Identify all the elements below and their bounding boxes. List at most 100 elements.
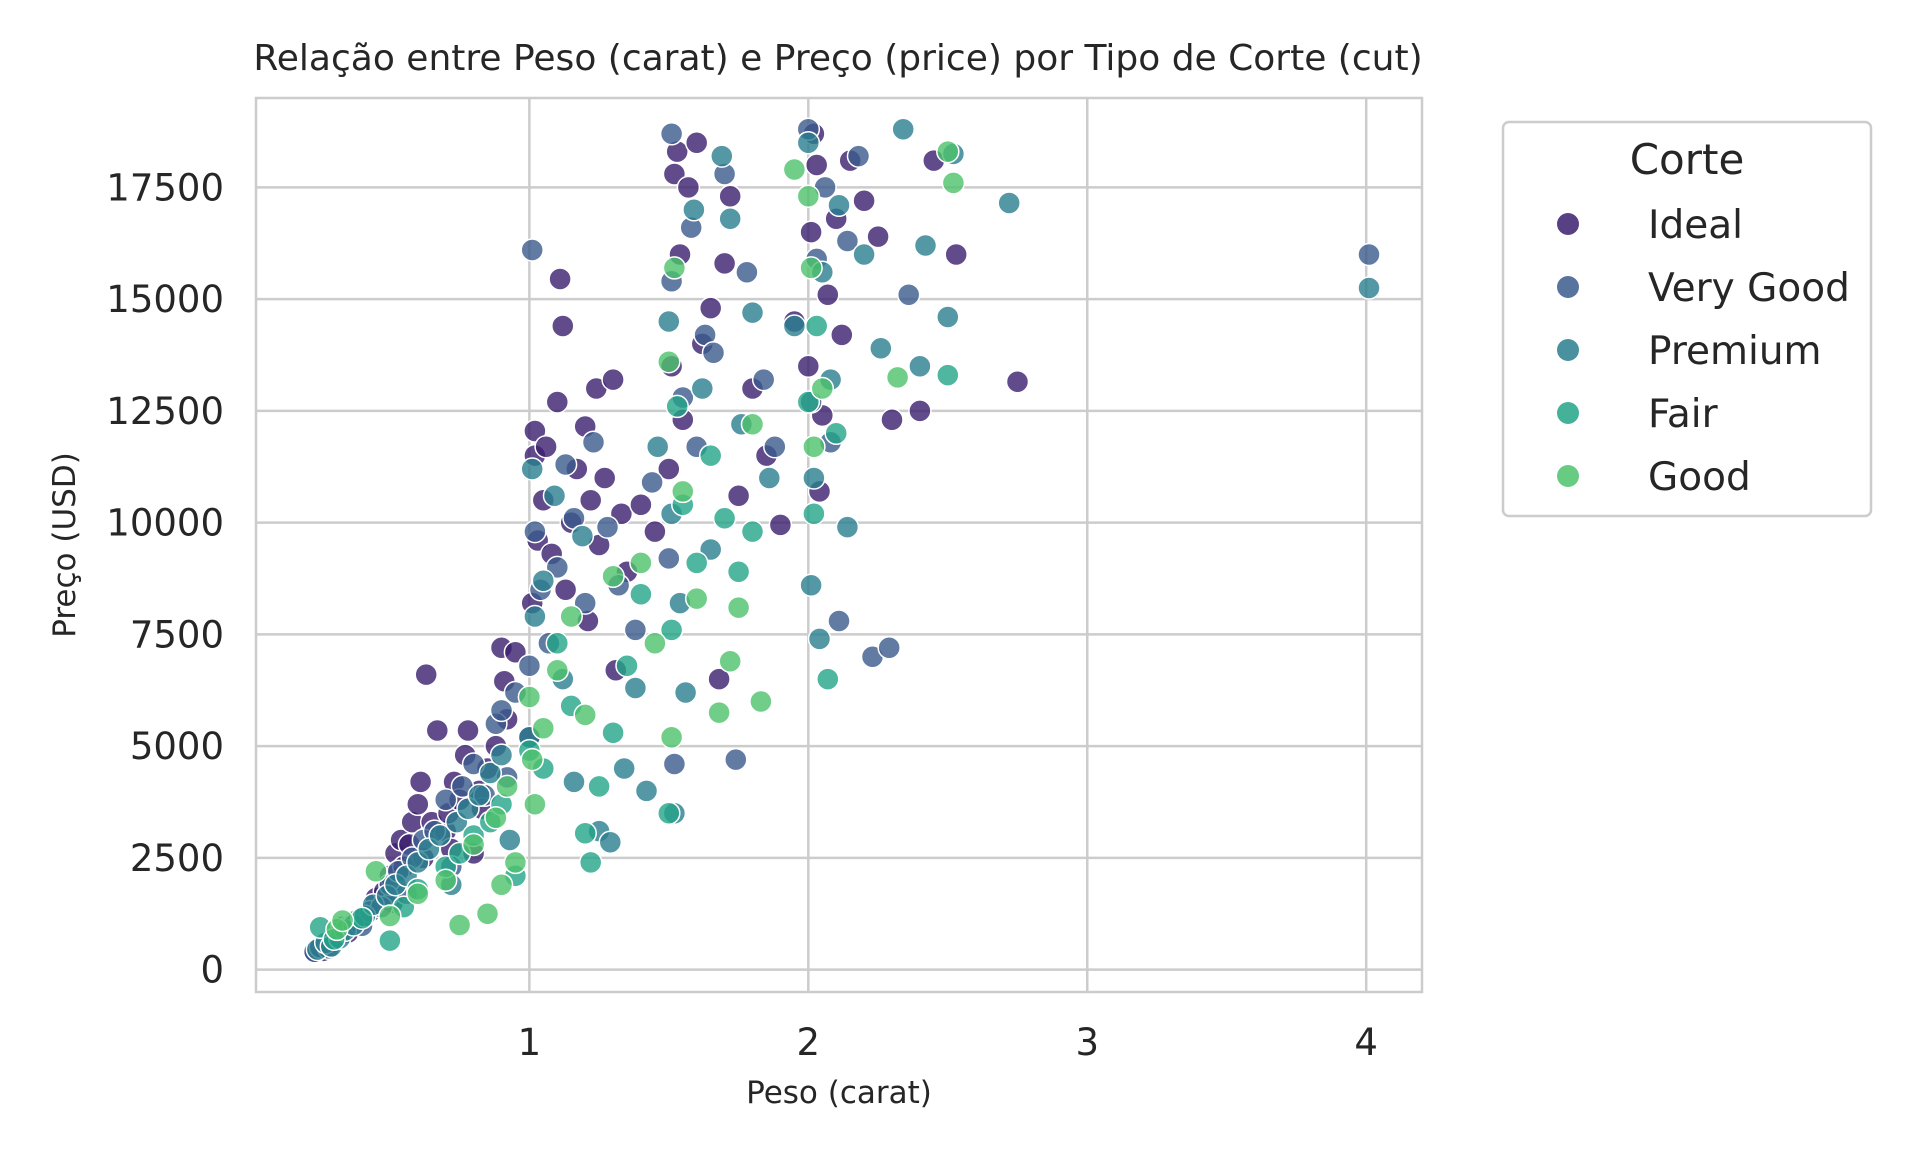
data-point [489,698,514,723]
y-tick-label: 12500 [106,390,224,433]
data-point [433,868,458,893]
data-point [657,546,681,571]
data-point [782,157,807,182]
data-point [1005,370,1030,394]
data-point [749,689,773,714]
data-point [559,604,583,629]
data-point [531,716,556,741]
data-point [908,354,932,378]
legend-marker [1557,213,1579,235]
data-point [846,144,871,168]
data-point [581,430,606,454]
data-point [804,314,829,338]
data-point [718,206,742,231]
data-point [877,636,901,660]
data-point [740,300,765,325]
data-point [799,220,823,244]
legend-marker [1557,402,1579,424]
data-point [461,832,486,857]
data-point [489,743,514,767]
data-point [330,908,355,933]
data-point [684,551,709,575]
data-point [936,139,960,164]
data-point [562,770,586,794]
data-point [712,251,737,276]
data-point [718,184,742,209]
data-point [545,631,570,656]
data-point [634,779,659,803]
data-point [592,466,617,490]
data-point [615,653,639,678]
data-point [740,519,765,544]
data-point [944,242,968,267]
legend-label: Very Good [1648,266,1850,311]
legend-label: Fair [1648,392,1719,437]
data-point [684,586,709,611]
data-point [690,376,715,401]
data-point [645,434,670,459]
data-point [378,904,402,928]
data-point [835,515,860,539]
data-point [802,501,826,526]
data-point [757,466,782,490]
data-point [425,718,450,743]
data-point [553,577,578,602]
data-point [941,171,966,195]
data-point [523,604,547,629]
data-point [520,747,544,772]
data-point [657,349,681,374]
data-point [612,756,636,781]
data-point [796,354,821,378]
x-tick-label: 1 [518,1021,542,1064]
data-point [735,260,759,285]
data-point [545,390,570,414]
data-point [712,506,737,530]
x-tick-label: 3 [1075,1021,1099,1064]
data-point [523,519,547,544]
data-point [718,649,742,673]
data-point [573,821,597,846]
data-point [523,792,547,817]
data-point [852,189,876,213]
data-point [517,653,542,678]
data-point [598,830,623,855]
data-point [595,515,620,539]
legend-marker [1557,465,1579,487]
series-fair [308,314,960,953]
data-point [802,466,826,490]
data-point [869,336,893,361]
data-point [520,457,544,481]
data-point [406,881,430,906]
data-point [936,305,960,329]
data-point [913,233,938,258]
data-point [433,788,458,812]
data-point [763,434,787,459]
data-point [816,282,840,307]
data-point [662,256,687,280]
data-point [534,434,558,459]
data-point [643,519,667,544]
data-point [489,872,514,897]
data-point [467,783,491,808]
data-point [662,752,687,776]
legend-marker [1557,339,1579,361]
legend-item: Ideal [1557,203,1743,248]
legend-label: Good [1648,455,1751,500]
y-tick-label: 0 [200,949,224,992]
data-point [570,524,595,548]
data-point [824,421,848,446]
data-points [302,117,1381,965]
data-point [802,434,826,459]
data-point [456,718,480,743]
legend-label: Ideal [1648,203,1743,248]
data-point [503,850,528,875]
data-point [740,412,765,437]
data-point [414,662,438,687]
data-point [684,130,709,155]
data-point [478,761,503,785]
data-point [623,618,648,642]
data-point [623,676,648,700]
data-point [406,792,430,817]
data-point [578,488,603,513]
data-point [657,457,681,481]
